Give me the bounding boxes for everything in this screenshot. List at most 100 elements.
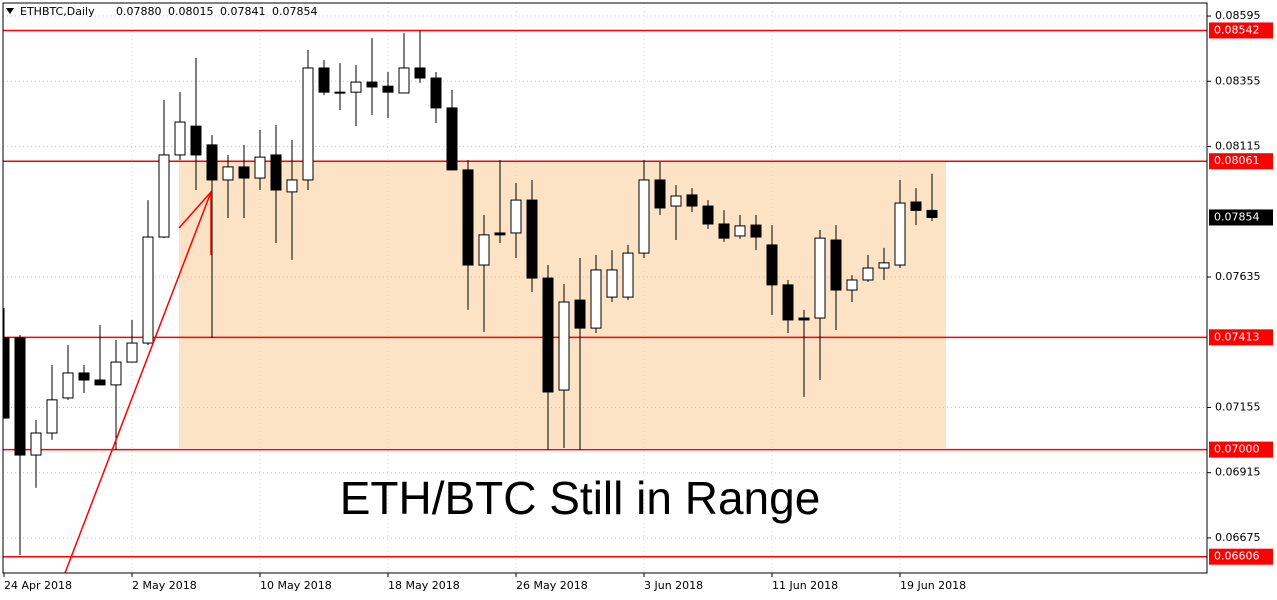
candle-body bbox=[462, 169, 474, 266]
candle-body bbox=[910, 201, 922, 211]
candle-body bbox=[238, 166, 250, 179]
level-label: 0.07413 bbox=[1214, 330, 1260, 343]
x-tick-label: 24 Apr 2018 bbox=[4, 579, 72, 592]
candle-body bbox=[46, 399, 58, 434]
candle-body bbox=[14, 337, 26, 456]
candle-body bbox=[926, 209, 938, 218]
candle-body bbox=[302, 67, 314, 181]
y-tick-label: 0.07635 bbox=[1215, 270, 1261, 283]
x-tick-label: 11 Jun 2018 bbox=[772, 579, 838, 592]
candle-body bbox=[318, 67, 330, 93]
candle-body bbox=[382, 85, 394, 93]
level-label-bg bbox=[1209, 441, 1273, 458]
candle-body bbox=[718, 223, 730, 239]
candle-body bbox=[62, 372, 74, 399]
candle-body bbox=[206, 144, 218, 181]
candle-body bbox=[478, 234, 490, 266]
ohlc-value: 0.07841 bbox=[220, 5, 266, 18]
level-label: 0.08061 bbox=[1214, 154, 1260, 167]
level-label-bg bbox=[1209, 548, 1273, 565]
x-tick-label: 18 May 2018 bbox=[388, 579, 460, 592]
price-label-bg bbox=[1209, 209, 1273, 226]
candle-body bbox=[366, 81, 378, 88]
candle-body bbox=[222, 166, 234, 181]
candle-body bbox=[494, 232, 506, 236]
candle-body bbox=[638, 179, 650, 254]
ohlc-value: 0.07854 bbox=[272, 5, 318, 18]
level-label: 0.06606 bbox=[1214, 550, 1260, 563]
level-label: 0.07000 bbox=[1214, 443, 1260, 456]
y-tick-label: 0.06915 bbox=[1215, 466, 1261, 479]
candle-body bbox=[782, 284, 794, 321]
candle-body bbox=[174, 121, 186, 156]
candle-body bbox=[734, 225, 746, 237]
price-axis: 0.08595 0.08355 0.08115 0.07635 0.07155 0.069… bbox=[3, 9, 1273, 592]
y-tick-label: 0.08115 bbox=[1215, 140, 1261, 153]
candle-body bbox=[158, 154, 170, 238]
candle-body bbox=[334, 91, 346, 94]
level-label-bg bbox=[1209, 329, 1273, 346]
y-tick-label: 0.08355 bbox=[1215, 74, 1261, 87]
candle-body bbox=[350, 81, 362, 93]
candle-body bbox=[142, 236, 154, 344]
candle-body bbox=[110, 361, 122, 386]
price-label: 0.07854 bbox=[1214, 210, 1260, 223]
candle-body bbox=[766, 244, 778, 286]
plot-frame bbox=[2, 2, 1208, 574]
candle-body bbox=[798, 317, 810, 321]
candle-body bbox=[126, 342, 138, 363]
x-tick-label: 26 May 2018 bbox=[516, 579, 588, 592]
x-tick-label: 3 Jun 2018 bbox=[644, 579, 703, 592]
candle-body bbox=[526, 199, 538, 279]
candle-body bbox=[670, 195, 682, 207]
y-tick-label: 0.08595 bbox=[1215, 9, 1261, 22]
candle-body bbox=[654, 179, 666, 209]
x-tick-label: 2 May 2018 bbox=[132, 579, 197, 592]
candle-body bbox=[558, 301, 570, 391]
y-tick-label: 0.06675 bbox=[1215, 531, 1261, 544]
candle-body bbox=[254, 156, 266, 179]
menu-triangle bbox=[6, 8, 14, 14]
candle-body bbox=[814, 237, 826, 319]
level-label-bg bbox=[1209, 22, 1273, 39]
candle-body bbox=[510, 199, 522, 234]
candle-body bbox=[878, 262, 890, 269]
candle-body bbox=[686, 194, 698, 207]
ohlc-value: 0.08015 bbox=[168, 5, 214, 18]
x-tick-label: 10 May 2018 bbox=[260, 579, 332, 592]
x-tick-label: 19 Jun 2018 bbox=[900, 579, 966, 592]
candle-body bbox=[78, 372, 90, 381]
candle-body bbox=[606, 269, 618, 298]
candle-body bbox=[622, 252, 634, 298]
candle-body bbox=[414, 67, 426, 79]
candle-body bbox=[574, 299, 586, 329]
arrow-head bbox=[178, 190, 212, 255]
candle-body bbox=[590, 269, 602, 329]
symbol: ETHBTC,Daily bbox=[20, 5, 95, 18]
candle-body bbox=[894, 202, 906, 266]
candle-body bbox=[542, 277, 554, 393]
candle-body bbox=[862, 267, 874, 281]
candle-body bbox=[430, 77, 442, 109]
annotation: ETH/BTC Still in Range bbox=[340, 472, 821, 524]
candle-body bbox=[270, 154, 282, 191]
candle-body bbox=[286, 179, 298, 193]
candle-body bbox=[3, 337, 10, 419]
plot-foreground bbox=[3, 29, 1207, 573]
candle-body bbox=[190, 125, 202, 156]
candle-body bbox=[94, 379, 106, 386]
level-label: 0.08542 bbox=[1214, 23, 1260, 36]
candle-body bbox=[446, 107, 458, 171]
candle-body bbox=[398, 67, 410, 94]
ohlc-value: 0.07880 bbox=[116, 5, 162, 18]
header-values: 0.07880 0.08015 0.07841 0.07854 bbox=[116, 5, 318, 18]
trend-arrow bbox=[64, 191, 212, 573]
y-tick-label: 0.07155 bbox=[1215, 400, 1261, 413]
level-label-bg bbox=[1209, 153, 1273, 170]
candle-body bbox=[30, 432, 42, 456]
candle-body bbox=[702, 205, 714, 225]
candle-body bbox=[846, 279, 858, 291]
candle-body bbox=[830, 239, 842, 291]
